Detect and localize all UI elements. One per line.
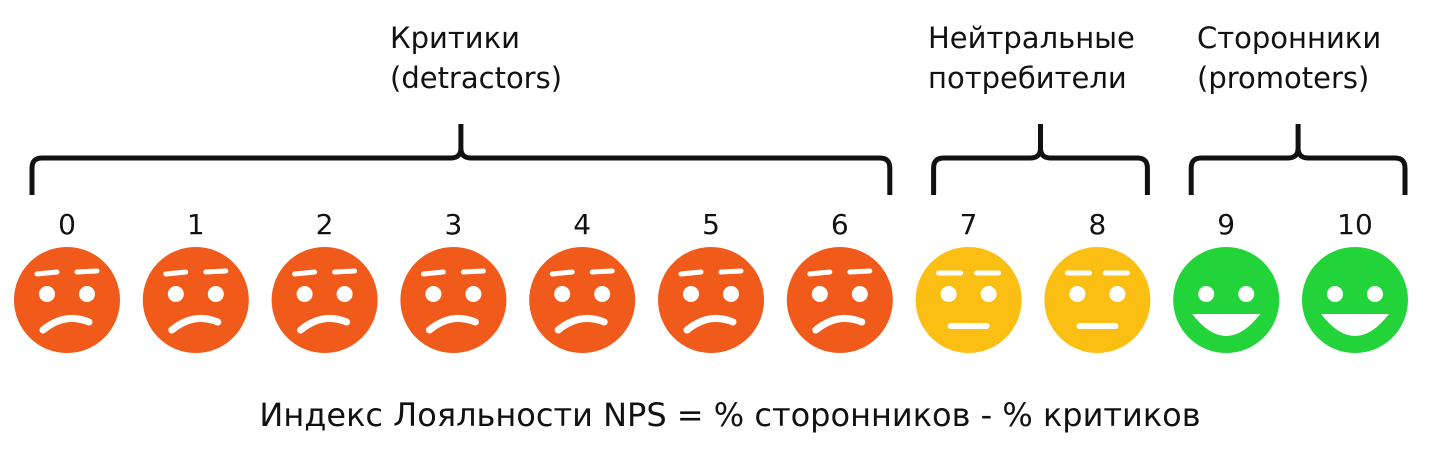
score-label: 5 bbox=[702, 208, 720, 241]
formula: Индекс Лояльности NPS = % сторонников - … bbox=[259, 396, 1200, 434]
eye bbox=[594, 286, 611, 302]
group-label: Нейтральные bbox=[928, 21, 1135, 55]
face bbox=[658, 247, 764, 353]
brow bbox=[589, 268, 615, 275]
eye bbox=[336, 286, 353, 302]
eye bbox=[723, 286, 739, 302]
mouth bbox=[1321, 314, 1389, 336]
score-label: 8 bbox=[1088, 208, 1106, 241]
score-label: 10 bbox=[1337, 208, 1373, 241]
mouth bbox=[683, 314, 737, 334]
group-label: Сторонники bbox=[1197, 21, 1381, 55]
score-label: 0 bbox=[58, 208, 76, 241]
eye bbox=[1327, 286, 1343, 302]
bracket bbox=[931, 124, 1150, 195]
brow bbox=[332, 268, 358, 275]
mouth bbox=[39, 314, 93, 334]
eye bbox=[1109, 286, 1126, 302]
mouth bbox=[425, 314, 479, 334]
face bbox=[14, 247, 120, 353]
eye bbox=[296, 286, 313, 302]
eye bbox=[980, 286, 997, 302]
mouth bbox=[554, 314, 608, 334]
group-label: (promoters) bbox=[1197, 61, 1369, 95]
eye bbox=[683, 286, 699, 302]
brow bbox=[718, 268, 744, 275]
brow bbox=[34, 269, 60, 277]
face bbox=[1044, 247, 1151, 353]
brow bbox=[460, 268, 486, 275]
eye bbox=[1367, 286, 1383, 302]
eye bbox=[811, 286, 828, 302]
mouth bbox=[168, 314, 222, 334]
face bbox=[271, 247, 378, 353]
bracket bbox=[1188, 124, 1408, 195]
score-label: 2 bbox=[316, 208, 334, 241]
brow bbox=[847, 268, 873, 275]
eye bbox=[79, 286, 95, 302]
brow bbox=[420, 269, 446, 277]
group-label: потребители bbox=[928, 61, 1127, 95]
eye bbox=[940, 286, 957, 302]
brow bbox=[203, 268, 229, 275]
group-label: Критики bbox=[390, 21, 520, 55]
eye bbox=[207, 286, 224, 302]
face bbox=[1173, 247, 1280, 353]
face bbox=[1302, 247, 1408, 353]
score-label: 9 bbox=[1217, 208, 1235, 241]
eye bbox=[1238, 286, 1255, 302]
eye bbox=[851, 286, 868, 302]
eye bbox=[1069, 286, 1086, 302]
eye bbox=[554, 286, 571, 302]
face bbox=[786, 247, 893, 353]
brow bbox=[74, 268, 100, 275]
score-label: 7 bbox=[960, 208, 978, 241]
face bbox=[915, 247, 1022, 353]
face bbox=[529, 247, 636, 353]
bracket bbox=[29, 124, 893, 195]
eye bbox=[465, 286, 482, 302]
brow bbox=[292, 269, 318, 277]
brow bbox=[807, 269, 833, 277]
eye bbox=[1198, 286, 1215, 302]
score-label: 4 bbox=[573, 208, 591, 241]
mouth bbox=[812, 314, 866, 334]
brow bbox=[549, 269, 575, 277]
eye bbox=[425, 286, 442, 302]
mouth bbox=[1192, 314, 1261, 336]
score-label: 3 bbox=[444, 208, 462, 241]
face bbox=[142, 247, 249, 353]
face bbox=[400, 247, 507, 353]
score-label: 6 bbox=[831, 208, 849, 241]
group-label: (detractors) bbox=[390, 61, 562, 95]
brow bbox=[163, 269, 189, 277]
eye bbox=[39, 286, 55, 302]
score-label: 1 bbox=[187, 208, 205, 241]
brow bbox=[678, 269, 704, 277]
eye bbox=[167, 286, 184, 302]
mouth bbox=[297, 314, 351, 334]
